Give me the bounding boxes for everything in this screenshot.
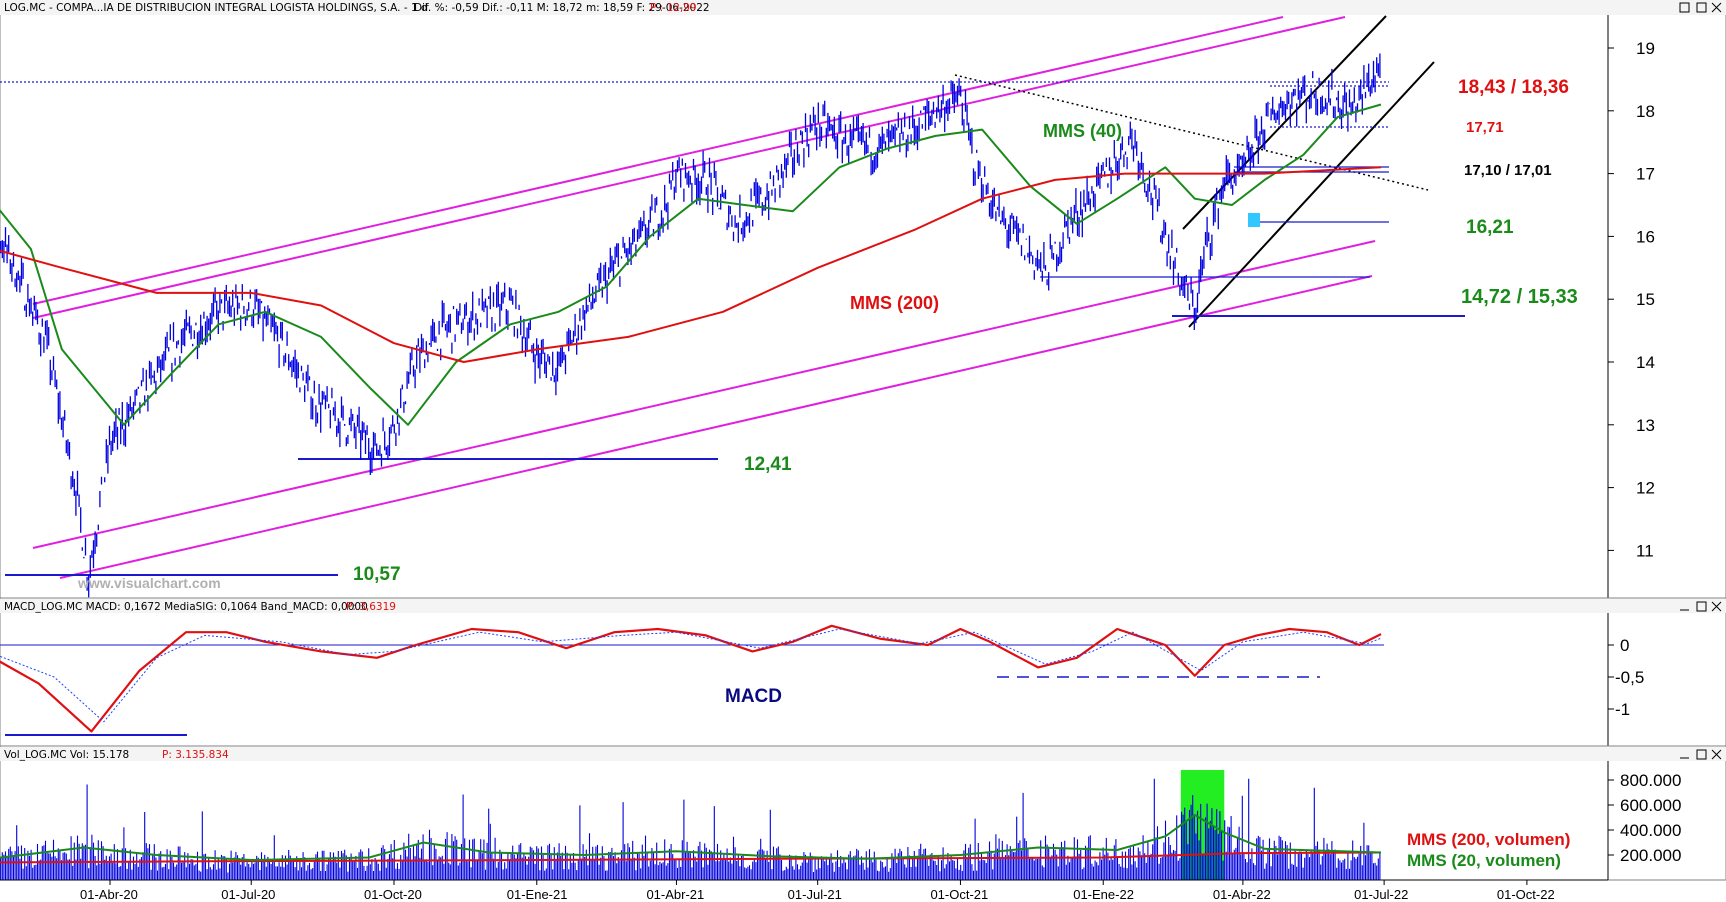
macd-header-bar [0,599,1726,613]
vol-mms20-line [0,813,1382,862]
trend-channel-lower [1188,61,1435,328]
x-tick-label: 01-Oct-22 [1497,887,1555,902]
x-axis: 01-Abr-20 01-Jul-20 01-Oct-20 01-Ene-21 01-A… [0,879,1608,902]
price-header-title: LOG.MC - COMPA...IA DE DISTRIBUCION INTE… [4,2,428,14]
x-tick-label: 01-Jul-22 [1354,887,1408,902]
x-tick-label: 01-Oct-21 [930,887,988,902]
label-mms40: MMS (40) [1043,121,1122,141]
mms40-line [0,103,1382,426]
mms200-line [0,166,1382,363]
x-tick-label: 01-Abr-20 [80,887,138,902]
macd-y-tick-label: -1 [1615,700,1630,719]
x-tick-label: 01-Jul-20 [221,887,275,902]
volume-header-text: Vol_LOG.MC Vol: 15.178 [4,749,129,761]
price-header-bar [0,0,1726,15]
x-tick-label: 01-Oct-20 [364,887,422,902]
label-mms200: MMS (200) [850,293,939,313]
channel-lower-inner-line [32,240,1376,549]
label-18-43: 18,43 / 18,36 [1458,77,1569,98]
volume-bars [0,778,1381,880]
label-12-41: 12,41 [744,454,792,475]
dotted-resistance-line [954,74,1429,191]
volume-y-tick-label: 600.000 [1620,796,1681,815]
macd-y-tick-label: 0 [1620,636,1629,655]
label-17-71: 17,71 [1466,119,1504,136]
price-panel: LOG.MC - COMPA...IA DE DISTRIBUCION INTE… [0,0,1726,599]
price-y-tick-label: 17 [1636,165,1655,184]
volume-header-bar [0,747,1726,761]
macd-panel: MACD_LOG.MC MACD: 0,1672 MediaSIG: 0,106… [0,597,1726,747]
volume-y-axis: 200.000 400.000 600.000 800.000 [1608,771,1681,865]
volume-y-tick-label: 800.000 [1620,771,1681,790]
volume-window-buttons[interactable] [1680,749,1722,760]
minimize-icon[interactable] [1679,2,1690,13]
x-tick-label: 01-Abr-21 [646,887,704,902]
channel-lower-line [59,275,1373,579]
price-window-buttons[interactable] [1679,2,1722,13]
vol-mms200-line [0,851,1382,864]
close-icon[interactable] [1711,601,1722,612]
volume-y-tick-label: 400.000 [1620,821,1681,840]
x-tick-label: 01-Ene-21 [507,887,568,902]
price-y-tick-label: 12 [1636,479,1655,498]
volume-y-tick-label: 200.000 [1620,846,1681,865]
price-y-axis: 11 12 13 14 15 16 17 18 19 [1608,39,1655,560]
maximize-icon[interactable] [1696,2,1707,13]
price-level-labels: 18,43 / 18,36 17,71 17,10 / 17,01 16,21 14,7… [353,77,1578,585]
label-17-10: 17,10 / 17,01 [1464,162,1552,179]
macd-y-axis: 0 -0,5 -1 [1608,636,1644,719]
price-header-stats: Dif. %: -0,59 Dif.: -0,11 M: 18,72 m: 18… [414,2,710,14]
close-icon[interactable] [1711,2,1722,13]
channel-upper-inner-line [32,16,1346,319]
price-y-tick-label: 19 [1636,39,1655,58]
price-y-tick-label: 15 [1636,290,1655,309]
volume-header-p: P: 3.135.834 [162,749,229,761]
label-10-57: 10,57 [353,564,401,585]
channel-upper-line [32,16,1284,305]
price-y-tick-label: 13 [1636,416,1655,435]
maximize-icon[interactable] [1696,601,1707,612]
volume-panel: Vol_LOG.MC Vol: 15.178 P: 3.135.834 200.… [0,745,1726,881]
macd-series [0,624,1384,736]
macd-y-tick-label: -0,5 [1615,668,1644,687]
legend-vol-mms20: MMS (20, volumen) [1407,851,1561,870]
watermark: www.visualchart.com [77,575,221,591]
legend-vol-mms200: MMS (200, volumen) [1407,830,1570,849]
low-marker [1248,213,1260,227]
price-y-tick-label: 16 [1636,227,1655,246]
macd-window-buttons[interactable] [1680,601,1722,612]
volume-series [0,770,1382,880]
x-tick-label: 01-Jul-21 [788,887,842,902]
close-icon[interactable] [1711,749,1722,760]
price-bars [0,53,1381,598]
price-y-tick-label: 11 [1636,541,1654,560]
label-16-21: 16,21 [1466,217,1514,238]
price-y-tick-label: 14 [1636,353,1655,372]
price-y-tick-label: 18 [1636,102,1655,121]
macd-line [0,624,1382,733]
label-14-72: 14,72 / 15,33 [1461,286,1578,308]
macd-header-p: P: 3,6319 [346,601,396,613]
macd-header-text: MACD_LOG.MC MACD: 0,1672 MediaSIG: 0,106… [4,601,368,613]
macd-title: MACD [725,686,782,707]
price-series [0,53,1382,598]
x-tick-label: 01-Abr-22 [1213,887,1271,902]
maximize-icon[interactable] [1696,749,1707,760]
x-tick-label: 01-Ene-22 [1073,887,1134,902]
price-header-p: P : 12,99 [650,2,697,14]
